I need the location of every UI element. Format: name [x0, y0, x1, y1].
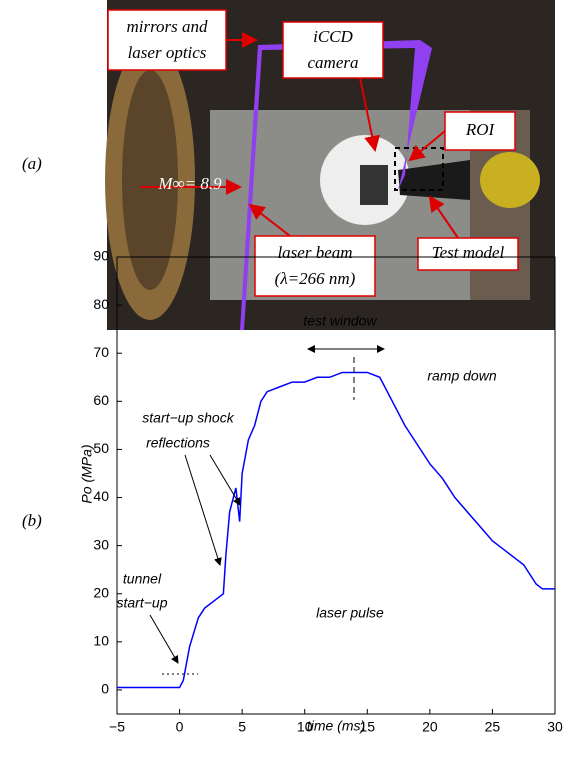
- annotation: ramp down: [427, 368, 496, 384]
- line: [117, 371, 555, 689]
- x-tick-label: 20: [422, 719, 438, 735]
- annotation: start−up shock: [142, 410, 234, 426]
- y-tick-label: 50: [93, 440, 109, 456]
- y-tick-label: 0: [101, 681, 109, 697]
- x-tick-label: 30: [547, 719, 563, 735]
- photo-annotation: laser optics: [128, 43, 207, 62]
- x-tick-label: 15: [359, 719, 375, 735]
- annotation: laser pulse: [316, 605, 384, 621]
- photo-annotation: camera: [308, 53, 359, 72]
- photo-annotation: laser beam: [277, 243, 352, 262]
- x-tick-label: 0: [176, 719, 184, 735]
- photo-annotation: mirrors and: [126, 17, 208, 36]
- panel-label: (b): [22, 511, 42, 530]
- x-tick-label: 10: [297, 719, 313, 735]
- annotation-arrow: [149, 614, 179, 664]
- y-tick-label: 40: [93, 488, 109, 504]
- annotation: reflections: [146, 435, 210, 451]
- y-tick-label: 80: [93, 296, 109, 312]
- photo-annotation: (λ=266 nm): [275, 269, 356, 288]
- y-tick-label: 70: [93, 344, 109, 360]
- x-axis-label: time (ms): [307, 718, 365, 734]
- y-tick-label: 20: [93, 584, 109, 600]
- photo: [105, 0, 555, 330]
- y-tick-label: 10: [93, 633, 109, 649]
- photo-annotation: ROI: [465, 120, 496, 139]
- annotation-arrow: [209, 454, 241, 506]
- x-tick-label: 5: [238, 719, 246, 735]
- y-tick-label: 30: [93, 536, 109, 552]
- y-tick-label: 60: [93, 392, 109, 408]
- photo-annotation: M∞= 8.9: [157, 174, 222, 193]
- annotation: test window: [303, 313, 377, 329]
- y-axis-label: Po (MPa): [79, 444, 95, 503]
- annotation-arrow: [184, 454, 222, 566]
- y-tick-label: 90: [93, 248, 109, 264]
- panel-label: (a): [22, 154, 42, 173]
- photo-annotation: Test model: [432, 243, 505, 262]
- annotation: start−up: [117, 595, 168, 611]
- annotation: tunnel: [123, 571, 162, 587]
- x-tick-label: −5: [109, 719, 125, 735]
- x-tick-label: 25: [485, 719, 501, 735]
- photo-annotation: iCCD: [313, 27, 353, 46]
- plot-frame: [116, 256, 556, 715]
